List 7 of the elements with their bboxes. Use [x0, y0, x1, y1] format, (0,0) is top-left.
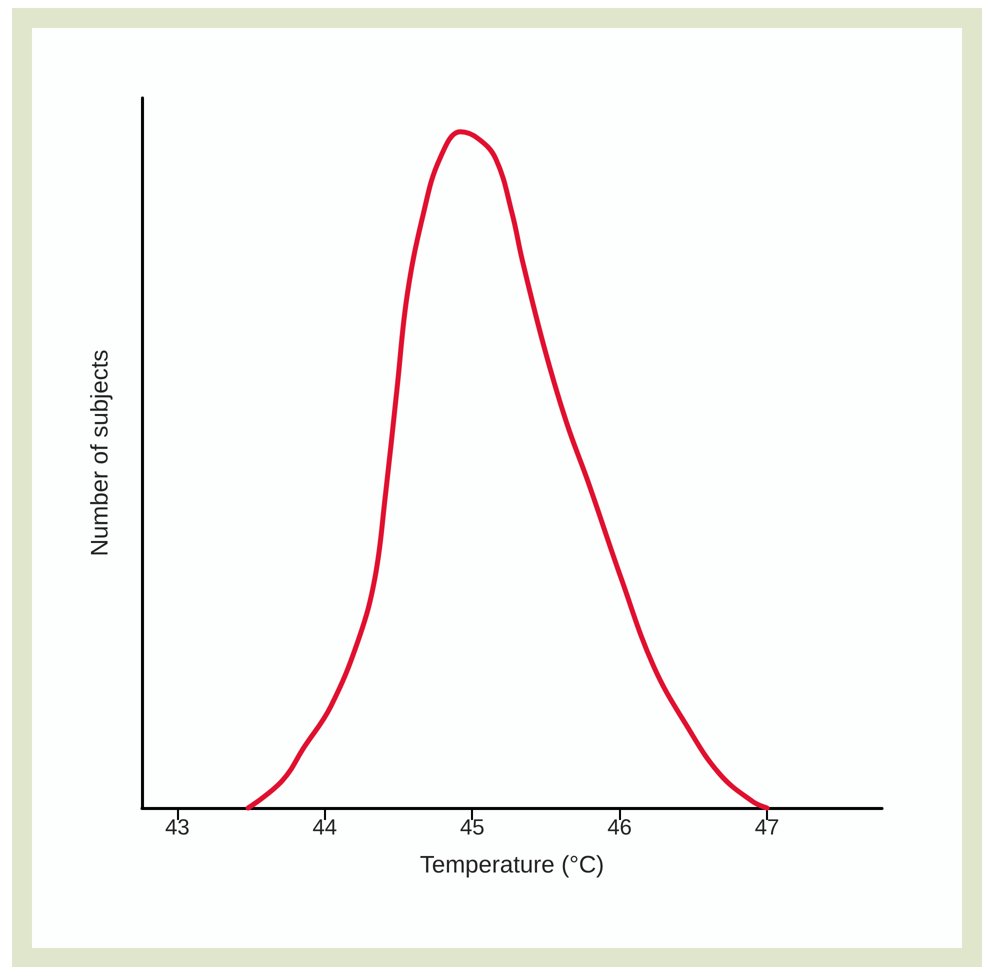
x-tick-label: 43: [165, 814, 190, 840]
x-tick-label: 45: [460, 814, 484, 840]
x-tick-label: 44: [312, 814, 338, 840]
x-tick-label: 47: [754, 814, 780, 840]
x-tick-label: 46: [607, 814, 632, 840]
x-axis-title: Temperature (°C): [420, 852, 604, 878]
y-axis-title: Number of subjects: [86, 350, 114, 556]
